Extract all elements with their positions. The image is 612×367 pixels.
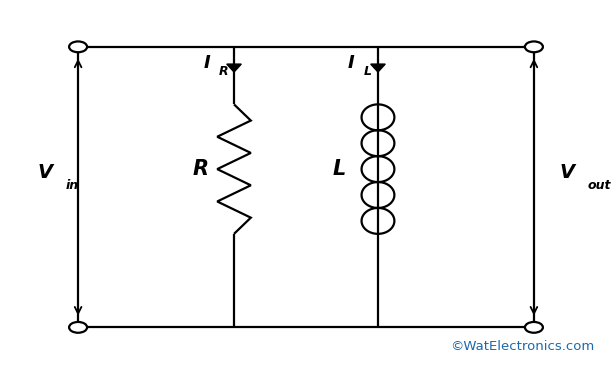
Text: L: L <box>364 65 372 78</box>
Text: in: in <box>66 179 79 192</box>
Circle shape <box>525 41 543 52</box>
Circle shape <box>69 322 87 333</box>
Text: I: I <box>203 54 210 72</box>
Text: V: V <box>559 163 575 182</box>
Circle shape <box>525 322 543 333</box>
Text: I: I <box>347 54 354 72</box>
Text: L: L <box>332 159 346 179</box>
Text: V: V <box>37 163 53 182</box>
Circle shape <box>69 41 87 52</box>
Text: R: R <box>193 159 209 179</box>
Text: R: R <box>218 65 228 78</box>
Polygon shape <box>227 64 241 72</box>
Text: out: out <box>588 179 611 192</box>
Polygon shape <box>371 64 385 72</box>
Text: ©WatElectronics.com: ©WatElectronics.com <box>450 339 594 353</box>
